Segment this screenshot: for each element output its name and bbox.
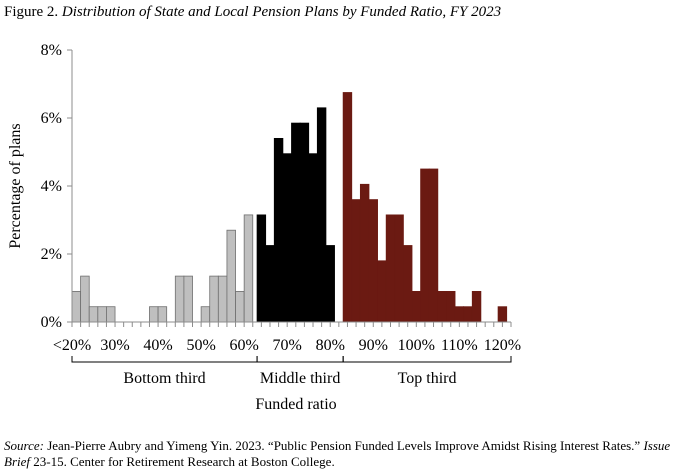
histogram-bar xyxy=(316,107,327,323)
figure-title: Figure 2. Distribution of State and Loca… xyxy=(4,4,501,21)
source-note: Source: Jean-Pierre Aubry and Yimeng Yin… xyxy=(4,438,694,470)
y-tick-label: 2% xyxy=(41,246,62,263)
y-tick-label: 8% xyxy=(41,42,62,59)
histogram-bar xyxy=(88,306,99,323)
histogram-bar xyxy=(446,290,456,323)
y-tick-label: 0% xyxy=(41,314,62,331)
histogram-bar xyxy=(437,290,447,323)
histogram-bar xyxy=(174,275,185,323)
group-label: Top third xyxy=(398,370,457,387)
x-tick-label: 70% xyxy=(273,337,302,354)
histogram-bar xyxy=(217,275,228,323)
source-italic: Issue Brief xyxy=(4,438,671,469)
histogram-bar xyxy=(420,168,430,323)
histogram-bar xyxy=(157,306,168,323)
x-tick-label: 120% xyxy=(484,337,521,354)
figure-title-text: Distribution of State and Local Pension … xyxy=(61,4,502,20)
histogram-bar xyxy=(325,245,335,323)
histogram-bar xyxy=(377,260,387,323)
histogram-bar xyxy=(265,245,275,323)
histogram-bar xyxy=(291,122,301,323)
histogram-bar xyxy=(308,153,318,323)
histogram-bar xyxy=(342,92,353,323)
histogram-bar xyxy=(299,122,310,323)
group-label: Middle third xyxy=(260,370,340,387)
x-tick-label: 30% xyxy=(100,337,129,354)
source-text-2: 23-15. Center for Retirement Research at… xyxy=(30,454,335,469)
histogram-bar xyxy=(209,275,219,323)
axes-group: 0% 2% 4% 6% 8% <20% 30% 40% 50% 60% 70% 80% 90% 100% 1… xyxy=(41,42,521,387)
y-axis-label: Percentage of plans xyxy=(7,123,24,248)
group-bracket xyxy=(256,356,344,363)
group-bracket xyxy=(71,356,258,363)
figure-label: Figure 2. xyxy=(4,4,59,20)
histogram-bar xyxy=(149,306,159,323)
histogram-bar xyxy=(463,306,473,323)
group-label: Bottom third xyxy=(123,370,205,387)
histogram-bar xyxy=(411,290,422,323)
x-tick-label: 60% xyxy=(229,337,258,354)
histogram-bar xyxy=(454,306,465,323)
bars-group xyxy=(71,92,508,323)
histogram-bar xyxy=(351,199,361,323)
histogram-bar xyxy=(471,290,482,323)
histogram-bar xyxy=(80,275,90,323)
histogram-bar xyxy=(200,306,211,323)
group-bracket xyxy=(342,356,512,363)
source-text-1: Jean-Pierre Aubry and Yimeng Yin. 2023. … xyxy=(43,438,644,453)
x-tick-label: 90% xyxy=(359,337,388,354)
histogram-bar xyxy=(97,306,107,323)
histogram-bar xyxy=(403,245,413,323)
histogram-bar xyxy=(106,306,116,323)
histogram-bar xyxy=(359,183,370,323)
histogram-bar xyxy=(428,168,439,323)
histogram-chart: 0% 2% 4% 6% 8% <20% 30% 40% 50% 60% 70% 80% 90% 100% 1… xyxy=(7,42,521,413)
histogram-bar xyxy=(256,214,267,323)
y-tick-label: 6% xyxy=(41,110,62,127)
histogram-bar xyxy=(394,214,404,323)
x-axis-label: Funded ratio xyxy=(255,396,336,413)
histogram-bar xyxy=(273,137,284,323)
histogram-bar xyxy=(368,199,378,323)
histogram-bar xyxy=(385,214,396,323)
histogram-bar xyxy=(243,214,254,323)
histogram-bar xyxy=(226,229,236,323)
x-tick-label: 100% xyxy=(398,337,435,354)
x-tick-label: 50% xyxy=(186,337,215,354)
x-tick-label: 110% xyxy=(441,337,478,354)
histogram-bar xyxy=(497,306,508,323)
histogram-bar xyxy=(235,290,245,323)
x-tick-label: <20% xyxy=(53,337,91,354)
source-label: Source: xyxy=(4,438,44,453)
x-tick-label: 40% xyxy=(143,337,172,354)
histogram-bar xyxy=(71,290,82,323)
x-tick-label: 80% xyxy=(316,337,345,354)
y-tick-label: 4% xyxy=(41,178,62,195)
histogram-bar xyxy=(282,153,292,323)
histogram-bar xyxy=(183,275,193,323)
